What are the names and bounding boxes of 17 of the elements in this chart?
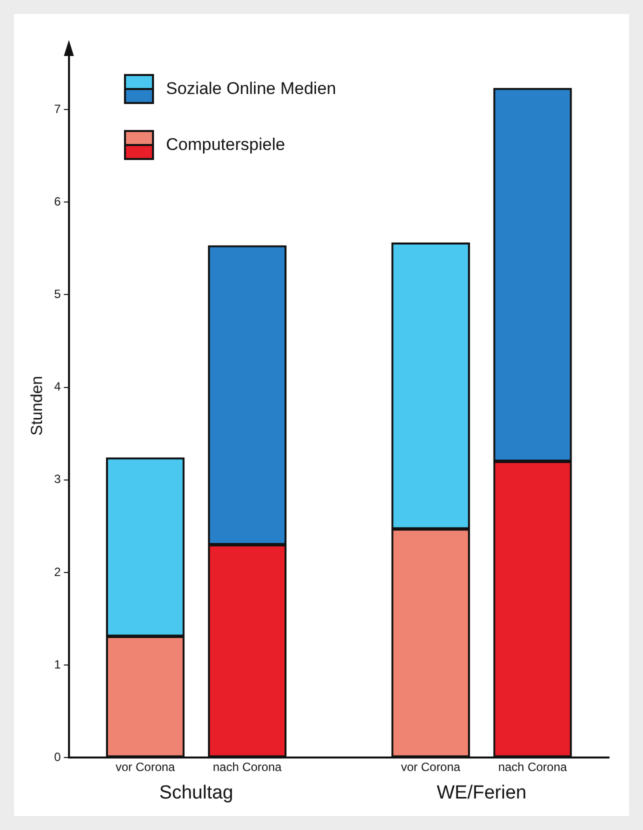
y-tick-label: 6 xyxy=(54,194,62,208)
y-axis-title: Stunden xyxy=(29,376,46,436)
x-tick-label: vor Corona xyxy=(400,760,461,774)
y-tick-label: 0 xyxy=(54,750,62,764)
x-tick-label: vor Corona xyxy=(116,760,176,774)
x-tick-label: nach Corona xyxy=(498,760,568,774)
text: Schultag xyxy=(159,782,234,804)
y-tick-label: 4 xyxy=(54,380,62,394)
legend-label: Computerspiele xyxy=(166,135,286,155)
y-tick-label: 3 xyxy=(54,472,62,486)
x-tick-label: nach Corona xyxy=(212,760,282,774)
y-tick-label: 1 xyxy=(54,657,62,672)
y-tick-label: 2 xyxy=(54,564,62,579)
legend-label: Soziale Online Medien xyxy=(166,79,336,99)
text: WE/Ferien xyxy=(436,782,526,804)
y-tick-label: 5 xyxy=(54,287,62,302)
y-tick-label: 7 xyxy=(54,102,62,116)
